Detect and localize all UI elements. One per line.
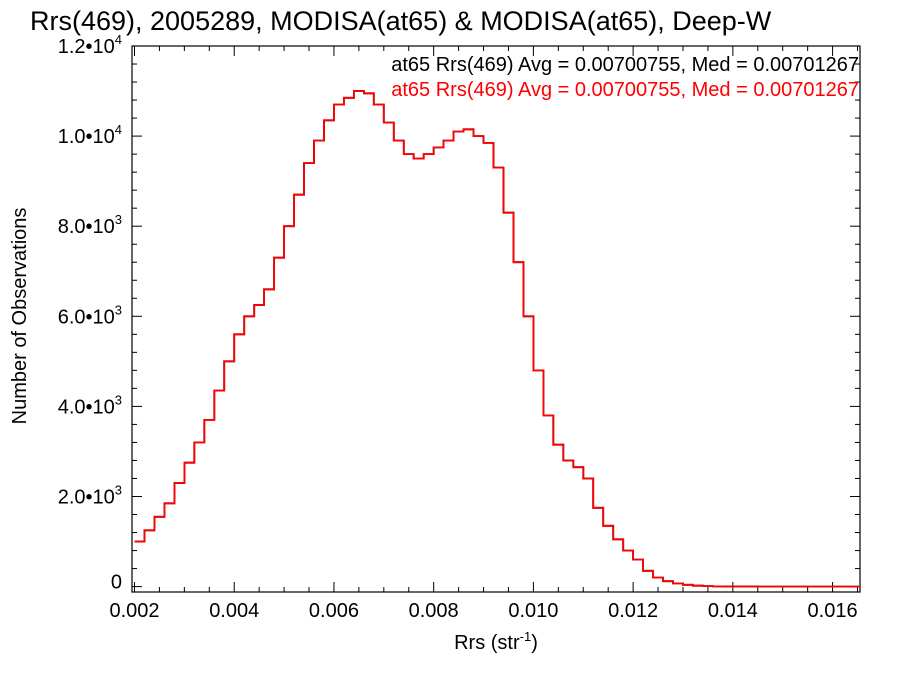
x-tick-labels: 0.002 0.004 0.006 0.008 0.010 0.012 0.014 0.016 — [109, 600, 857, 622]
x-tick-label: 0.002 — [109, 600, 159, 622]
x-axis-title-suffix: ) — [531, 632, 538, 654]
y-tick-labels: 0 2.0•103 4.0•103 6.0•103 8.0•103 1.0•104 1.2•… — [58, 32, 122, 594]
x-tick-label: 0.016 — [808, 600, 858, 622]
y-tick-label: 1.2•104 — [58, 32, 122, 58]
x-tick-label: 0.004 — [209, 600, 259, 622]
y-tick-label: 8.0•103 — [58, 212, 122, 238]
y-tick-label: 2.0•103 — [58, 482, 122, 508]
plot-frame — [131, 45, 861, 593]
series-line-1 — [134, 90, 860, 588]
y-tick-label: 0 — [111, 572, 122, 594]
x-axis-title-main: Rrs (str — [454, 632, 520, 654]
x-tick-label: 0.012 — [608, 600, 658, 622]
y-tick-label: 1.0•104 — [58, 122, 122, 148]
legend-entry-red: at65 Rrs(469) Avg = 0.00700755, Med = 0.… — [391, 79, 859, 101]
y-tick-label: 4.0•103 — [58, 392, 122, 418]
legend-entry-black: at65 Rrs(469) Avg = 0.00700755, Med = 0.… — [391, 54, 859, 76]
x-tick-label: 0.014 — [708, 600, 758, 622]
y-axis-title: Number of Observations — [9, 208, 31, 425]
x-tick-label: 0.008 — [409, 600, 459, 622]
y-tick-label: 6.0•103 — [58, 302, 122, 328]
x-axis-title-sup: -1 — [520, 629, 532, 644]
x-axis-title: Rrs (str-1) — [454, 629, 538, 654]
x-tick-label: 0.006 — [309, 600, 359, 622]
x-tick-label: 0.010 — [508, 600, 558, 622]
axis-ticks — [132, 45, 860, 592]
series-line-0 — [134, 90, 860, 588]
chart-title: Rrs(469), 2005289, MODISA(at65) & MODISA… — [30, 6, 772, 36]
series-layer — [134, 90, 860, 588]
